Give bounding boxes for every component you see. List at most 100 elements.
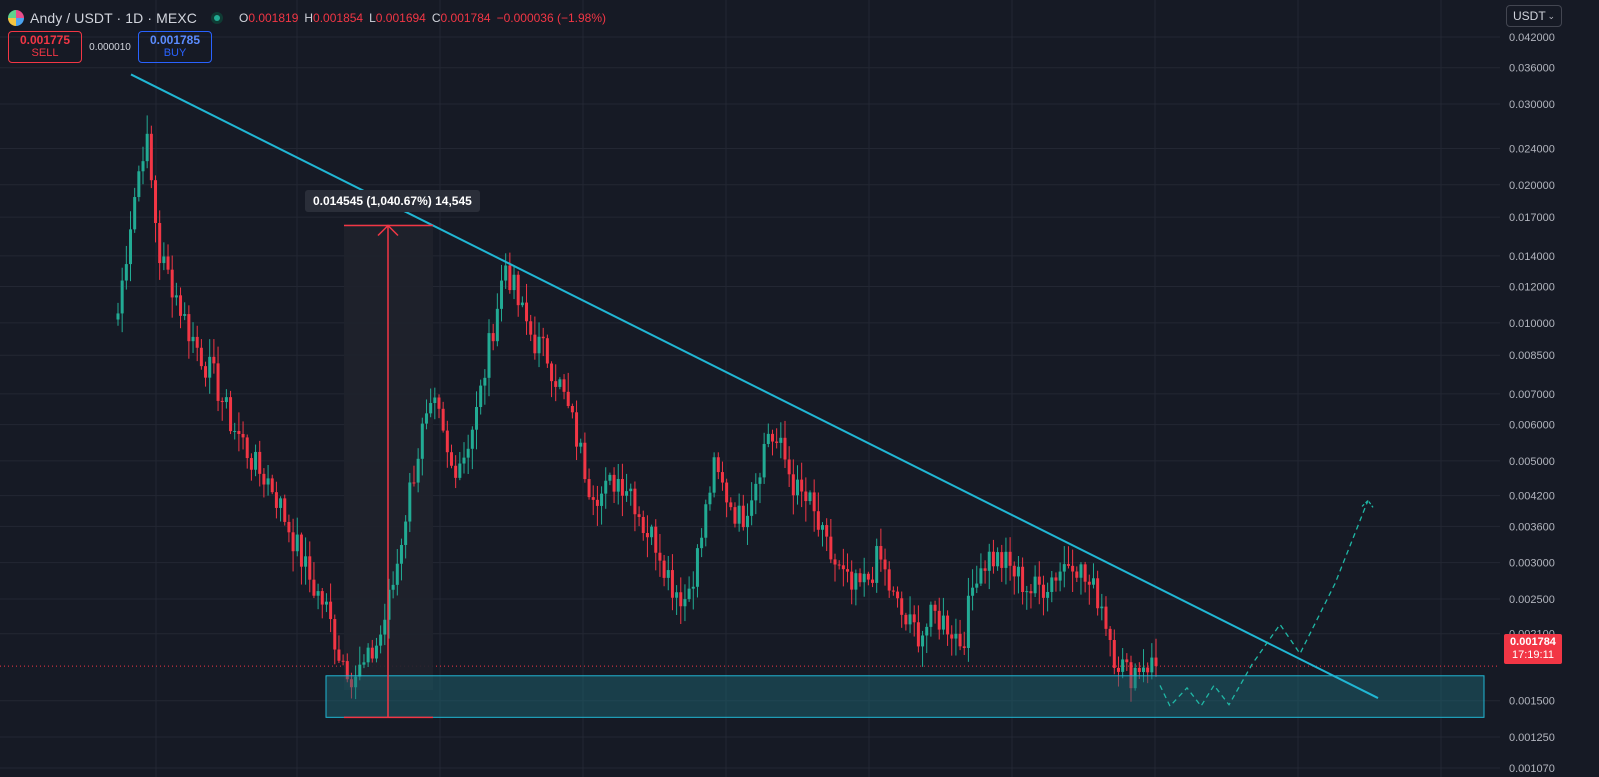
candle bbox=[775, 428, 779, 449]
candle bbox=[641, 510, 645, 541]
candle bbox=[900, 591, 904, 628]
y-tick-label: 0.014000 bbox=[1509, 251, 1555, 263]
buy-button[interactable]: 0.001785 BUY bbox=[138, 31, 212, 63]
candle bbox=[783, 420, 787, 469]
candle bbox=[675, 585, 679, 615]
candle bbox=[199, 339, 203, 370]
projection-path bbox=[1159, 500, 1369, 708]
y-tick-label: 0.001070 bbox=[1509, 763, 1555, 775]
candle bbox=[145, 115, 149, 169]
candle bbox=[541, 327, 545, 357]
candle bbox=[1087, 574, 1091, 605]
candle bbox=[324, 593, 328, 613]
candle bbox=[720, 461, 724, 491]
candle bbox=[625, 473, 629, 502]
candle bbox=[283, 494, 287, 526]
candle bbox=[491, 323, 495, 351]
candle bbox=[937, 597, 941, 640]
symbol-title[interactable]: Andy / USDT · 1D · MEXC bbox=[30, 10, 197, 26]
candle bbox=[241, 421, 245, 450]
candle bbox=[908, 596, 912, 633]
candle bbox=[279, 496, 283, 522]
candle bbox=[212, 339, 216, 374]
candle bbox=[604, 467, 608, 509]
candle bbox=[916, 605, 920, 653]
candle bbox=[570, 403, 574, 419]
candle bbox=[179, 287, 183, 329]
candle bbox=[1033, 565, 1037, 598]
candle bbox=[825, 518, 829, 552]
candle bbox=[837, 560, 841, 570]
candle bbox=[996, 547, 1000, 571]
candle bbox=[1004, 537, 1008, 585]
candle bbox=[1108, 626, 1112, 657]
candle bbox=[1133, 663, 1137, 691]
candle bbox=[299, 532, 303, 585]
candle bbox=[725, 478, 729, 518]
candle bbox=[891, 586, 895, 596]
measure-label: 0.014545 (1,040.67%) 14,545 bbox=[305, 190, 480, 212]
candle bbox=[929, 601, 933, 637]
candle bbox=[550, 361, 554, 398]
candle bbox=[308, 541, 312, 593]
candle bbox=[666, 555, 670, 591]
candle bbox=[312, 562, 316, 599]
candle bbox=[637, 506, 641, 527]
candle bbox=[475, 391, 479, 450]
candle bbox=[829, 518, 833, 564]
candle bbox=[733, 502, 737, 528]
candle bbox=[220, 397, 224, 421]
candle bbox=[333, 614, 337, 665]
candle bbox=[1125, 653, 1129, 672]
candle bbox=[941, 597, 945, 635]
candle bbox=[162, 242, 166, 271]
candle bbox=[416, 448, 420, 493]
candle bbox=[866, 571, 870, 586]
y-tick-label: 0.006000 bbox=[1509, 420, 1555, 432]
candle bbox=[695, 544, 699, 598]
price-axis: 0.042000 0.036000 0.030000 0.024000 0.020000… bbox=[1509, 32, 1555, 775]
sell-button[interactable]: 0.001775 SELL bbox=[8, 31, 82, 63]
candle bbox=[170, 255, 174, 318]
candle bbox=[412, 465, 416, 487]
candle bbox=[579, 438, 583, 454]
y-tick-label: 0.002500 bbox=[1509, 594, 1555, 606]
y-tick-label: 0.001250 bbox=[1509, 732, 1555, 744]
y-tick-label: 0.036000 bbox=[1509, 63, 1555, 75]
candle bbox=[445, 420, 449, 468]
candle bbox=[562, 374, 566, 400]
trade-panel: 0.001775 SELL 0.000010 0.001785 BUY bbox=[8, 31, 212, 63]
candle bbox=[1096, 570, 1100, 616]
candle bbox=[620, 463, 624, 517]
chevron-down-icon: ⌄ bbox=[1547, 10, 1555, 21]
candle bbox=[645, 515, 649, 558]
candle bbox=[679, 577, 683, 624]
candle bbox=[316, 583, 320, 610]
candle bbox=[633, 481, 637, 532]
candle bbox=[662, 554, 666, 587]
candle bbox=[650, 524, 654, 546]
candle bbox=[124, 245, 128, 290]
spread-value: 0.000010 bbox=[89, 41, 131, 53]
candle bbox=[133, 187, 137, 233]
currency-selector[interactable]: USDT ⌄ bbox=[1506, 5, 1562, 27]
candle bbox=[424, 399, 428, 430]
candle bbox=[408, 472, 412, 533]
y-tick-label: 0.005000 bbox=[1509, 456, 1555, 468]
chart-grid bbox=[0, 0, 1500, 777]
candle bbox=[249, 453, 253, 481]
candle bbox=[850, 560, 854, 605]
candle bbox=[966, 577, 970, 662]
candle bbox=[608, 472, 612, 486]
candle bbox=[871, 566, 875, 588]
candle bbox=[791, 459, 795, 515]
candle bbox=[337, 635, 341, 663]
countdown-timer: 17:19:11 bbox=[1511, 649, 1554, 661]
candle bbox=[1141, 649, 1145, 683]
candle bbox=[1008, 537, 1012, 581]
candle bbox=[1046, 582, 1050, 612]
candle bbox=[1121, 648, 1125, 679]
candle bbox=[1016, 556, 1020, 594]
candle bbox=[254, 444, 258, 477]
